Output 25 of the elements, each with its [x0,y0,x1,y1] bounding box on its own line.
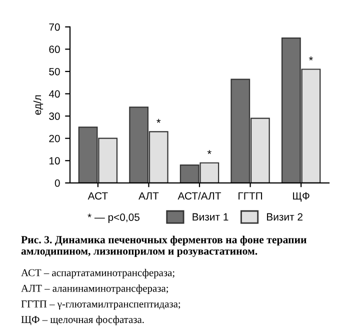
annotation: * [207,150,212,154]
x-tick-label: АСТ [88,192,108,200]
y-tick-label: 20 [49,134,60,142]
y-tick-label: 30 [49,112,60,120]
legend-label: Визит 1 [192,213,228,221]
y-tick-label: 60 [49,46,60,54]
y-tick-label: 40 [48,90,60,98]
legend-label: Визит 2 [267,213,302,221]
x-tick-label: ГГТП [238,192,262,200]
y-tick-label: 50 [49,68,60,76]
y-tick-label: 70 [49,23,60,31]
text: * — p<0,05 [88,214,140,223]
y-tick-label: 0 [54,179,60,187]
text: ЩФ – щелочная фосфатаза. [21,316,144,326]
x-tick-label: АЛТ [138,192,159,200]
text: АСТ – аспартатаминотрансфераза; [21,268,174,278]
x-tick-label: АСТ/АЛТ [178,192,222,200]
y-axis-title: ед/л [33,95,44,115]
annotation: * [308,56,313,60]
annotation: * [156,118,161,123]
text: ГГТП – γ-глютамилтранспептидаза; [21,300,180,310]
y-tick-label: 10 [49,157,60,165]
text: Рис. 3. Динамика печеночных ферментов на фоне терапии амлодипином, лизиноприлом и розувастатином. [21,236,306,257]
x-tick-label: ЩФ [293,192,310,202]
text: АЛТ – аланинаминотрансфераза; [21,284,168,294]
